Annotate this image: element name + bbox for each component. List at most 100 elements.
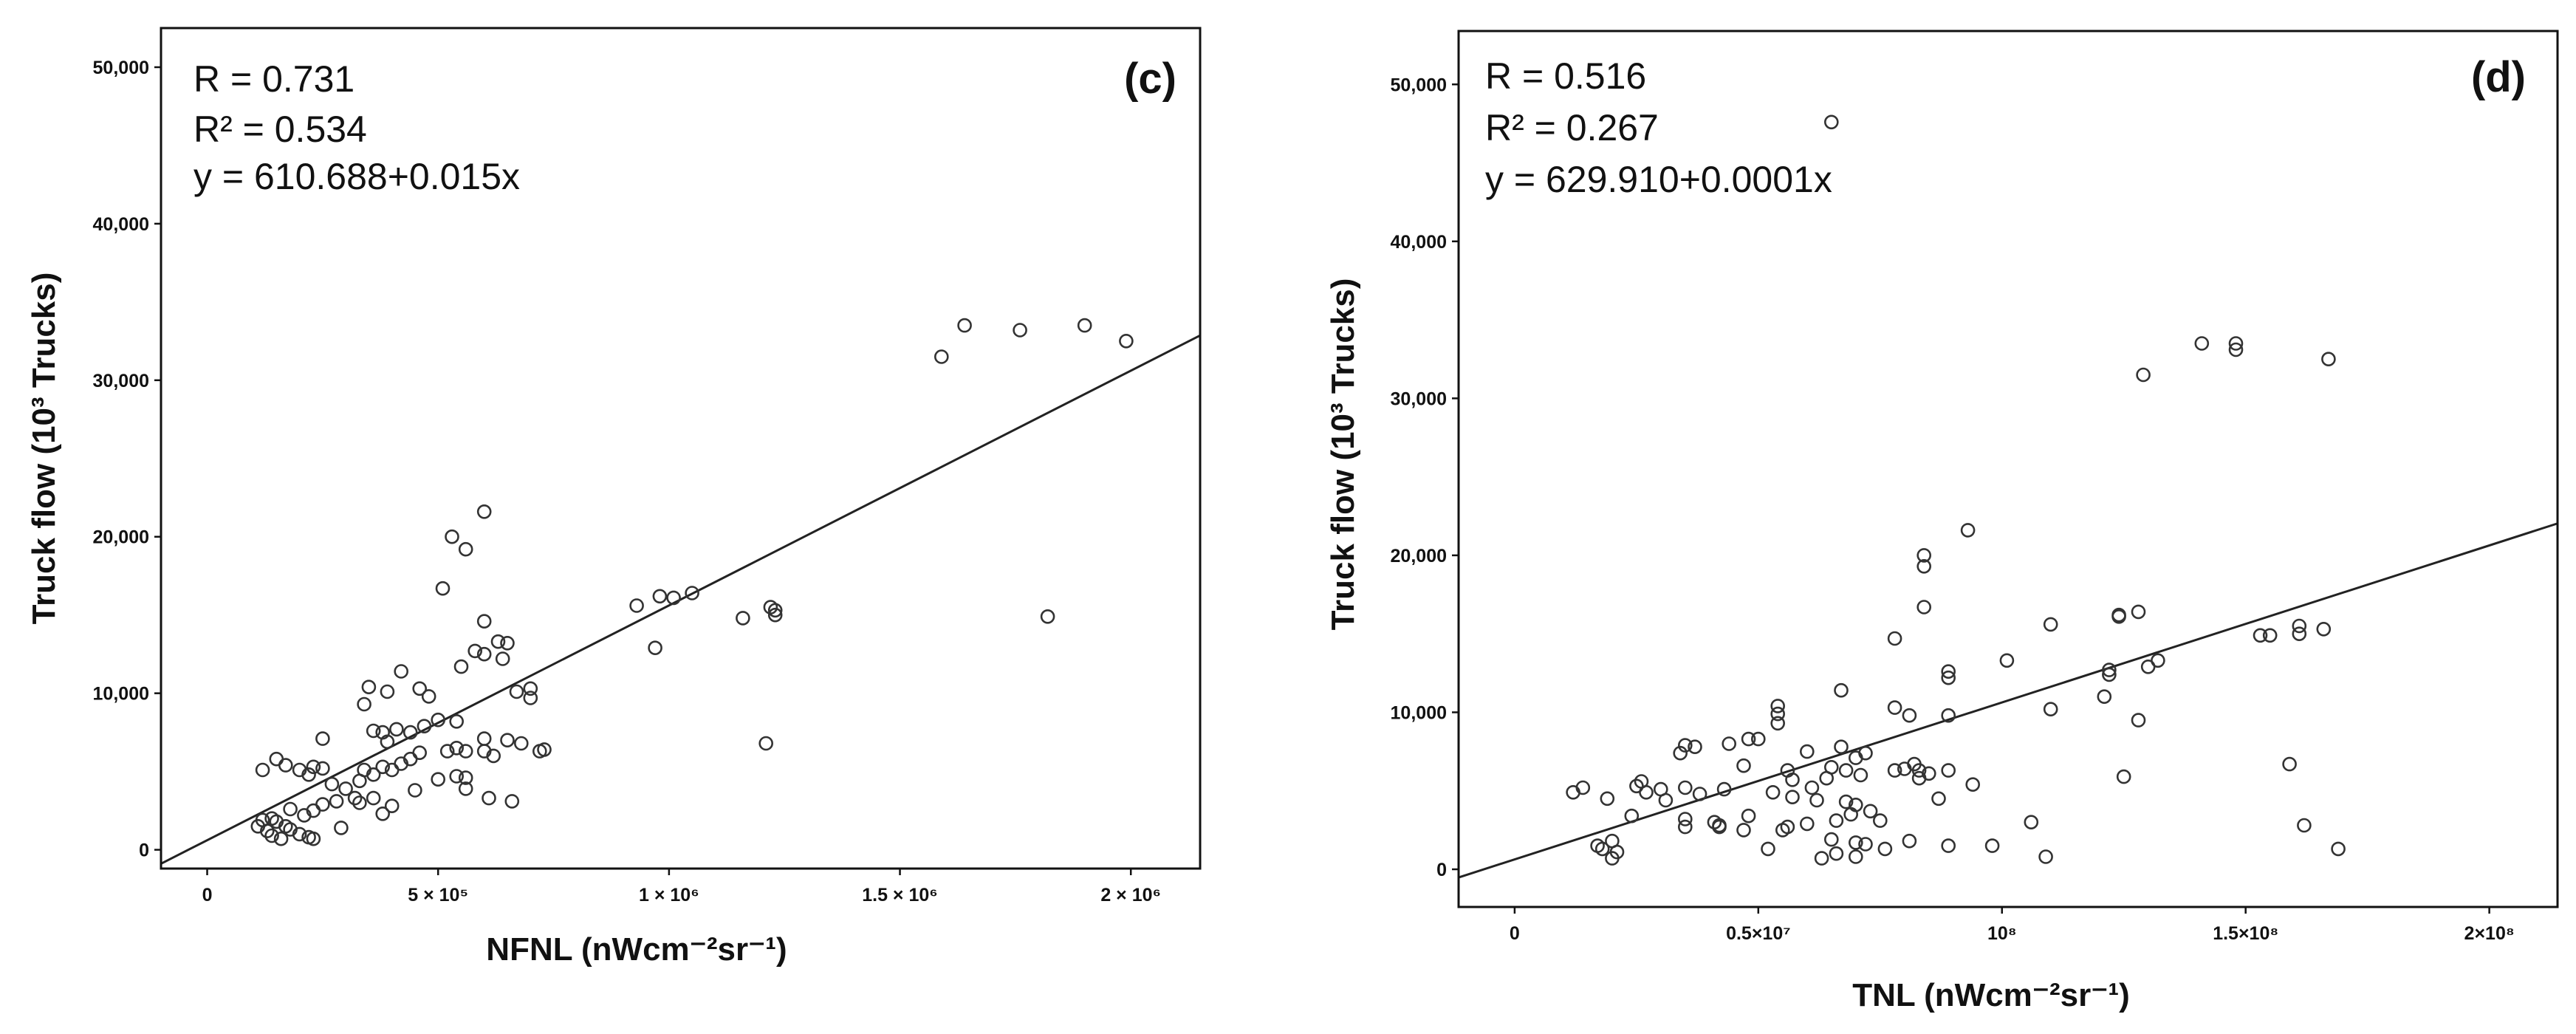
y-tick-label: 50,000 [93, 58, 149, 78]
data-point [500, 635, 515, 651]
data-point [269, 751, 284, 767]
data-point [1849, 835, 1863, 850]
data-point [2316, 621, 2332, 637]
data-point [1916, 600, 1931, 614]
data-point [1834, 739, 1849, 755]
data-point [1765, 785, 1781, 800]
data-point [329, 794, 344, 809]
data-point [1077, 318, 1092, 333]
data-point [1819, 770, 1834, 786]
panel-label: (c) [1124, 55, 1176, 103]
data-point [476, 614, 492, 629]
data-point [324, 776, 340, 792]
data-point [1824, 832, 1839, 847]
data-point [1692, 787, 1707, 801]
data-point [2194, 336, 2210, 351]
x-tick-label: 1.5×10⁸ [2213, 923, 2278, 944]
data-point [1119, 333, 1134, 349]
data-point [2102, 662, 2117, 677]
data-point [1911, 763, 1927, 778]
stat-r: R = 0.731 [193, 58, 354, 100]
data-point [1814, 851, 1829, 866]
data-point [301, 767, 316, 782]
y-tick-label: 20,000 [1391, 546, 1447, 566]
data-point [264, 828, 279, 843]
data-point [1916, 548, 1931, 563]
data-point [366, 723, 381, 739]
y-axis-ticks: 0 10,000 20,000 30,000 40,000 50,000 [1391, 75, 1459, 880]
scatter-panel-d: 0 10,000 20,000 30,000 40,000 50,000 0 0.5×10⁷… [1325, 30, 2559, 1013]
data-point [1605, 851, 1620, 866]
data-point [2321, 352, 2336, 367]
y-axis-label: Truck flow (10³ Trucks) [26, 273, 62, 625]
data-point [1688, 739, 1702, 755]
data-point [2228, 342, 2244, 357]
data-point [500, 733, 515, 748]
data-point [509, 684, 524, 699]
data-point [1722, 736, 1736, 751]
data-point [315, 731, 330, 746]
data-point [685, 586, 699, 600]
data-point [380, 734, 395, 750]
data-point [1678, 819, 1693, 835]
data-point [2331, 841, 2346, 857]
data-point [347, 790, 363, 806]
data-point [767, 603, 783, 618]
y-tick-label: 10,000 [93, 684, 149, 705]
data-point [1800, 816, 1815, 832]
x-tick-label: 2 × 10⁶ [1100, 885, 1161, 905]
plot-frame [160, 27, 1202, 870]
x-tick-label: 0 [202, 885, 213, 905]
data-point [2292, 618, 2307, 634]
data-point [1040, 609, 1055, 624]
data-point [2043, 617, 2058, 632]
data-point [2131, 713, 2146, 727]
data-point [1741, 731, 1756, 747]
data-point [384, 798, 400, 813]
data-point [449, 713, 465, 729]
x-tick-label: 1.5 × 10⁶ [862, 885, 938, 905]
data-point [758, 736, 773, 751]
data-point [1658, 792, 1674, 808]
data-point [1853, 767, 1868, 783]
data-point [1960, 523, 1976, 538]
data-point [394, 664, 409, 679]
y-tick-label: 0 [1436, 860, 1447, 880]
data-point [2262, 628, 2278, 643]
data-point [408, 783, 422, 798]
data-point [1673, 745, 1688, 761]
data-point [629, 598, 644, 613]
data-point [1600, 791, 1615, 807]
data-point [1838, 794, 1854, 809]
data-point [1594, 841, 1610, 857]
data-point [352, 795, 367, 810]
data-point [255, 762, 270, 778]
x-tick-label: 2×10⁸ [2464, 923, 2515, 944]
stat-r: R = 0.516 [1485, 55, 1646, 97]
data-point [439, 744, 455, 759]
data-point [315, 761, 330, 776]
plot-frame [1457, 30, 2559, 908]
data-point [273, 831, 289, 846]
data-point [504, 794, 520, 809]
data-point [1902, 833, 1917, 849]
data-point [2140, 659, 2156, 674]
data-point [338, 781, 353, 796]
data-point [2228, 336, 2244, 351]
data-point [486, 748, 501, 764]
data-point [1902, 708, 1917, 723]
data-point [2116, 769, 2131, 784]
data-point [490, 634, 506, 649]
data-point [1858, 745, 1873, 761]
data-point [495, 651, 510, 666]
data-point [1566, 785, 1580, 800]
y-tick-label: 0 [139, 840, 149, 861]
data-point [2136, 367, 2151, 383]
data-point [458, 781, 473, 796]
data-point [513, 736, 529, 751]
stat-r-squared: R² = 0.534 [193, 109, 367, 150]
data-point [1887, 763, 1902, 778]
data-point [1624, 808, 1640, 824]
y-tick-label: 30,000 [93, 371, 149, 391]
